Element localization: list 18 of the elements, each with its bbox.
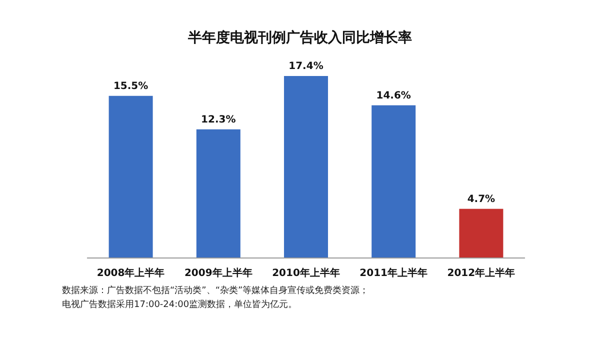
bar <box>459 208 504 258</box>
x-tick-label: 2011年上半年 <box>360 267 428 279</box>
text: 电视广告数据采用17:00-24:00监测数据，单位皆为亿元。 <box>62 299 298 310</box>
x-tick-label: 2008年上半年 <box>96 267 165 279</box>
source-note: 数据来源：广告数据不包括“活动类”、“杂类”等媒体自身宣传或免费类资源； <box>62 285 369 296</box>
data-label: 14.6% <box>376 90 411 102</box>
x-tick-label: 2010年上半年 <box>272 267 340 279</box>
x-tick-label: 2009年上半年 <box>184 267 252 279</box>
data-label: 17.4% <box>288 61 324 72</box>
x-tick-label: 2012年上半年 <box>447 267 516 279</box>
data-label: 4.7% <box>467 194 496 205</box>
data-label: 12.3% <box>201 114 236 126</box>
bar <box>284 76 328 258</box>
data-label: 15.5% <box>113 80 148 92</box>
bar <box>108 96 153 258</box>
bar <box>196 129 240 258</box>
bar <box>372 105 416 258</box>
chart-title: 半年度电视刊例广告收入同比增长率 <box>187 29 412 46</box>
